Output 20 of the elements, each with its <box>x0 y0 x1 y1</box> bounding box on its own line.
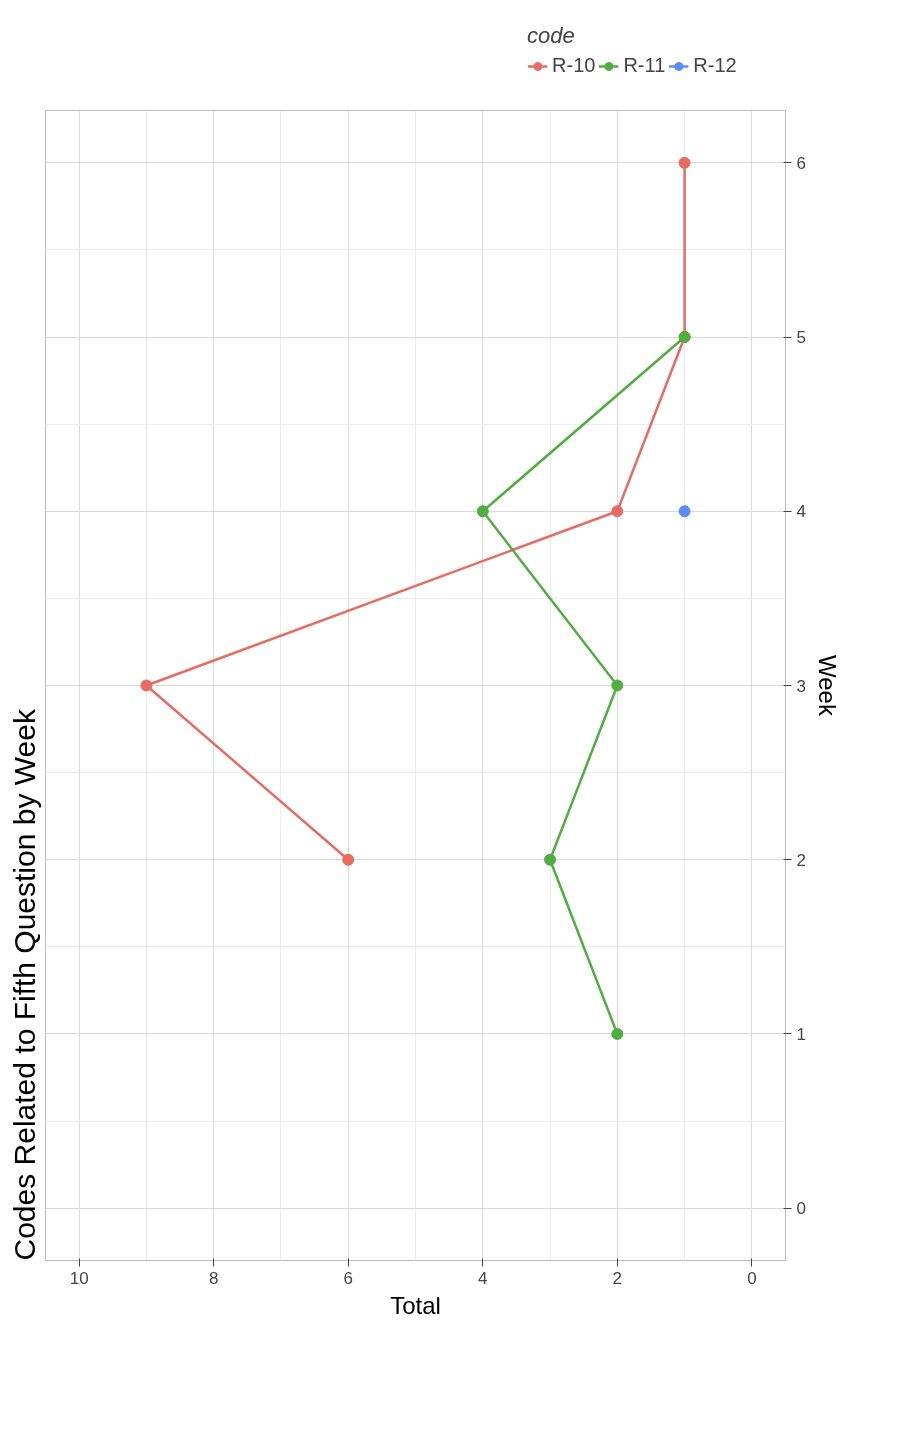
y-tick-label: 5 <box>796 328 806 348</box>
x-tick-label: 0 <box>747 1268 757 1288</box>
y-tick-label: 2 <box>796 850 806 870</box>
legend-label: R-10 <box>552 54 596 77</box>
x-tick-label: 2 <box>612 1268 623 1288</box>
y-tick-label: 0 <box>796 1199 806 1219</box>
y-tick-label: 4 <box>796 502 806 522</box>
y-axis-title: Week <box>813 655 841 717</box>
x-axis-title: Total <box>390 1291 441 1319</box>
y-tick-label: 3 <box>796 676 806 696</box>
legend-title: code <box>527 23 576 49</box>
legend-label: R-12 <box>693 54 737 77</box>
legend-label: R-11 <box>623 54 666 77</box>
x-tick-label: 4 <box>478 1268 488 1288</box>
x-tick-label: 10 <box>69 1268 89 1288</box>
x-tick-label: 6 <box>343 1268 353 1288</box>
x-tick-label: 8 <box>208 1268 219 1288</box>
y-tick-label: 1 <box>796 1024 806 1044</box>
y-tick-label: 6 <box>796 153 806 173</box>
text: Codes Related to Fifth Question by Week <box>7 708 41 1261</box>
